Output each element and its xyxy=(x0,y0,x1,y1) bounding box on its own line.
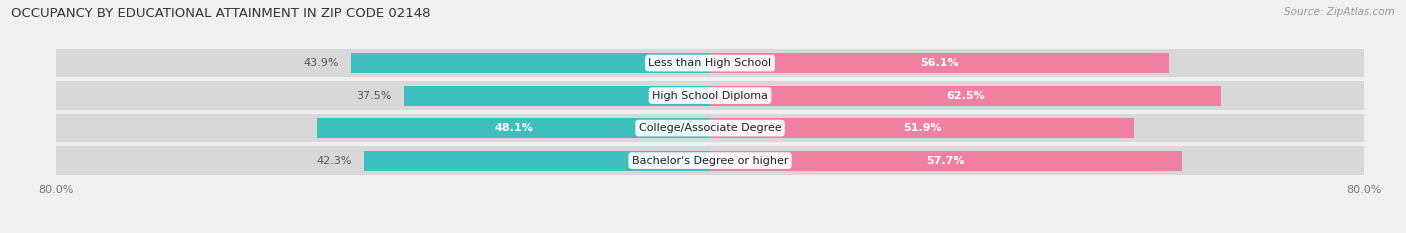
Bar xyxy=(404,86,710,106)
Bar xyxy=(316,118,710,138)
Text: 57.7%: 57.7% xyxy=(927,156,965,166)
Text: 43.9%: 43.9% xyxy=(304,58,339,68)
Bar xyxy=(56,49,1364,77)
Text: 42.3%: 42.3% xyxy=(316,156,352,166)
Text: 56.1%: 56.1% xyxy=(920,58,959,68)
Text: 37.5%: 37.5% xyxy=(356,91,391,101)
Text: Source: ZipAtlas.com: Source: ZipAtlas.com xyxy=(1284,7,1395,17)
Bar xyxy=(56,114,1364,142)
Text: High School Diploma: High School Diploma xyxy=(652,91,768,101)
Bar xyxy=(710,53,1168,73)
Bar xyxy=(56,82,1364,110)
Bar xyxy=(56,147,1364,175)
Bar xyxy=(352,53,710,73)
Text: Less than High School: Less than High School xyxy=(648,58,772,68)
Text: Bachelor's Degree or higher: Bachelor's Degree or higher xyxy=(631,156,789,166)
Bar xyxy=(710,86,1220,106)
Text: 51.9%: 51.9% xyxy=(903,123,942,133)
Text: 62.5%: 62.5% xyxy=(946,91,984,101)
Text: 48.1%: 48.1% xyxy=(494,123,533,133)
Text: College/Associate Degree: College/Associate Degree xyxy=(638,123,782,133)
Legend: Owner-occupied, Renter-occupied: Owner-occupied, Renter-occupied xyxy=(593,230,827,233)
Bar xyxy=(710,118,1135,138)
Bar xyxy=(364,151,710,171)
Text: OCCUPANCY BY EDUCATIONAL ATTAINMENT IN ZIP CODE 02148: OCCUPANCY BY EDUCATIONAL ATTAINMENT IN Z… xyxy=(11,7,430,20)
Bar xyxy=(710,151,1181,171)
